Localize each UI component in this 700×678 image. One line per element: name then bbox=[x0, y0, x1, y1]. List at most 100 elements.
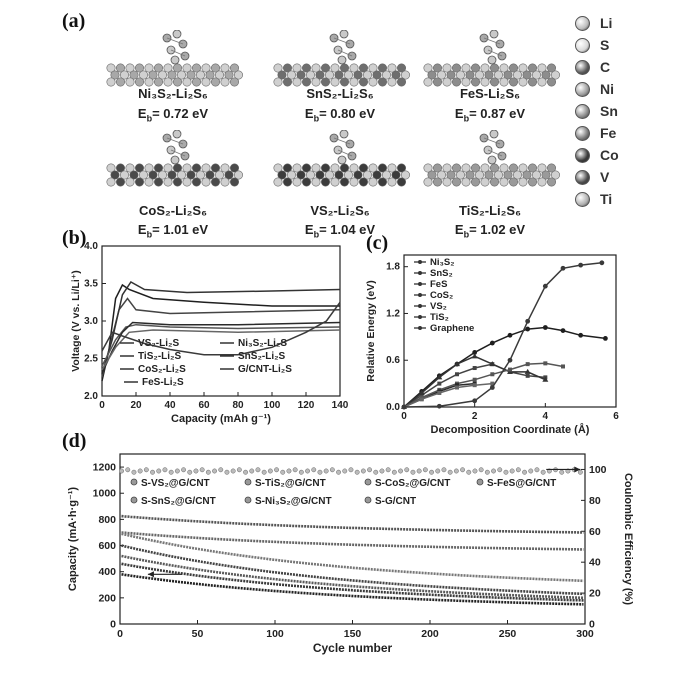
ce-point bbox=[484, 469, 490, 475]
slab-atom bbox=[349, 77, 359, 87]
slab-atom bbox=[359, 177, 369, 187]
legend-marker bbox=[418, 304, 422, 308]
slab-atom bbox=[490, 163, 500, 173]
capacity-series bbox=[121, 532, 584, 583]
series-line bbox=[403, 326, 606, 408]
x-tick-label: 100 bbox=[264, 400, 281, 411]
ce-point bbox=[168, 469, 174, 475]
ce-point bbox=[199, 467, 205, 473]
slab-atom bbox=[490, 63, 500, 73]
slab-atom bbox=[547, 63, 557, 73]
slab-atom bbox=[134, 63, 144, 73]
ce-point bbox=[143, 467, 149, 473]
binding-energy: Eb= 0.80 eV bbox=[260, 106, 420, 124]
eb-subscript: b bbox=[463, 229, 470, 240]
slab-atom bbox=[551, 170, 560, 180]
ce-point bbox=[317, 469, 323, 475]
molecule-atom bbox=[487, 55, 497, 65]
slab-atom bbox=[334, 170, 344, 180]
slab-atom bbox=[518, 177, 528, 187]
left-axis-arrowhead bbox=[147, 571, 154, 578]
slab-atom bbox=[196, 70, 206, 80]
ce-point bbox=[478, 467, 484, 473]
eb-value: = 0.72 eV bbox=[152, 106, 209, 121]
slab-atom bbox=[286, 170, 296, 180]
slab-atom bbox=[499, 63, 509, 73]
slab-atom bbox=[363, 70, 373, 80]
ce-point bbox=[305, 468, 311, 474]
slab-atom bbox=[423, 63, 433, 73]
structure-name: CoS₂-Li₂S₆ bbox=[138, 203, 207, 218]
slab-atom bbox=[119, 170, 129, 180]
data-point bbox=[437, 381, 442, 386]
slab-atom bbox=[144, 77, 154, 87]
slab-atom bbox=[368, 63, 378, 73]
slab-atom bbox=[192, 63, 202, 73]
data-point bbox=[507, 332, 513, 338]
slab-atom bbox=[353, 170, 363, 180]
slab-atom bbox=[537, 77, 547, 87]
ce-point bbox=[460, 467, 465, 473]
legend-label: S-G/CNT bbox=[375, 496, 416, 507]
slab-atom bbox=[387, 63, 397, 73]
eb-subscript: b bbox=[313, 113, 320, 124]
chart-voltage-capacity: 0 20 40 60 80 100 120 140 2.0 2.5 3.0 3.5 4.0 Capacit… bbox=[70, 241, 349, 425]
binding-energy: Eb= 0.72 eV bbox=[93, 106, 253, 124]
y2-tick-label: 20 bbox=[589, 588, 601, 600]
atom-ball-icon bbox=[575, 125, 590, 141]
slab-atom bbox=[211, 163, 221, 173]
ce-point bbox=[336, 469, 341, 475]
legend-label: S-FeS@G/CNT bbox=[487, 478, 556, 489]
series-line bbox=[101, 329, 341, 371]
ce-point bbox=[280, 469, 286, 475]
molecule-atom bbox=[487, 155, 497, 165]
slab-atom bbox=[301, 77, 311, 87]
atom-legend-item: V bbox=[575, 166, 619, 188]
slab-atom bbox=[148, 70, 158, 80]
slab-atom bbox=[215, 70, 225, 80]
molecule-atom bbox=[489, 30, 499, 39]
slab-atom bbox=[173, 63, 183, 73]
slab-atom bbox=[283, 63, 292, 73]
binding-energy: Eb= 1.02 eV bbox=[410, 222, 570, 240]
slab-atom bbox=[518, 163, 528, 173]
ce-point bbox=[187, 469, 193, 475]
slab-atom bbox=[353, 70, 363, 80]
slab-atom bbox=[186, 170, 196, 180]
slab-atom bbox=[503, 70, 513, 80]
x-tick-label: 100 bbox=[266, 628, 284, 640]
slab-atom bbox=[474, 70, 484, 80]
molecule-bond bbox=[337, 149, 353, 157]
ce-point bbox=[137, 468, 143, 474]
legend-marker bbox=[364, 496, 372, 504]
slab-atom bbox=[273, 77, 283, 87]
slab-atom bbox=[125, 63, 135, 73]
slab-atom bbox=[427, 170, 437, 180]
data-point bbox=[561, 364, 565, 369]
slab-atom bbox=[528, 163, 538, 173]
x-tick-label: 4 bbox=[543, 411, 549, 422]
slab-atom bbox=[182, 63, 192, 73]
legend-label: CoS₂ bbox=[430, 290, 453, 301]
slab-atom bbox=[167, 170, 177, 180]
data-point bbox=[436, 374, 443, 380]
ce-point bbox=[174, 468, 180, 474]
slab-atom bbox=[359, 77, 369, 87]
ce-point bbox=[367, 467, 372, 473]
panel-label-d: (d) bbox=[62, 430, 87, 452]
legend-marker bbox=[244, 478, 252, 486]
slab-atom bbox=[163, 77, 173, 87]
series-line bbox=[101, 321, 341, 374]
data-point bbox=[419, 397, 424, 402]
legend-marker bbox=[418, 315, 422, 319]
slab-atom bbox=[528, 63, 538, 73]
legend-label: SnS₂-Li₂S bbox=[238, 351, 286, 362]
y-axis-label: Relative Energy (eV) bbox=[365, 280, 377, 382]
slab-atom bbox=[177, 170, 187, 180]
atom-legend-item: Co bbox=[575, 144, 619, 166]
slab-atom bbox=[382, 170, 392, 180]
slab-atom bbox=[499, 77, 509, 87]
slab-atom bbox=[391, 70, 401, 80]
ce-point bbox=[236, 467, 242, 473]
legend-label: TiS₂-Li₂S bbox=[138, 351, 181, 362]
